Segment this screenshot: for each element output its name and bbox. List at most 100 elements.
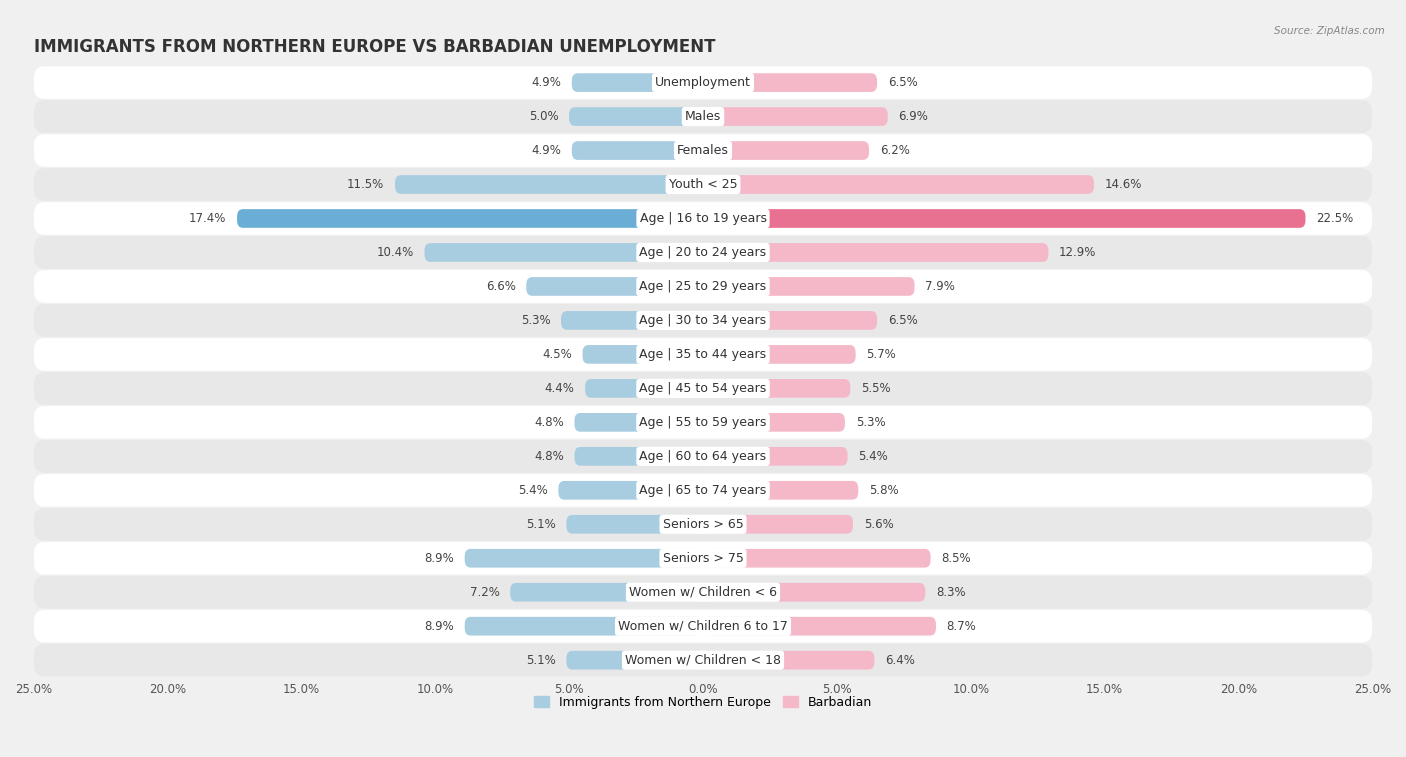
Text: 6.2%: 6.2% [880,144,910,157]
Text: 5.4%: 5.4% [858,450,889,463]
Text: Age | 65 to 74 years: Age | 65 to 74 years [640,484,766,497]
FancyBboxPatch shape [703,73,877,92]
FancyBboxPatch shape [34,100,1372,133]
FancyBboxPatch shape [238,209,703,228]
FancyBboxPatch shape [464,549,703,568]
FancyBboxPatch shape [34,576,1372,609]
Text: 8.9%: 8.9% [425,620,454,633]
FancyBboxPatch shape [582,345,703,364]
FancyBboxPatch shape [703,175,1094,194]
Text: Age | 55 to 59 years: Age | 55 to 59 years [640,416,766,429]
Text: 8.3%: 8.3% [936,586,966,599]
FancyBboxPatch shape [703,277,914,296]
Text: 17.4%: 17.4% [188,212,226,225]
Text: 4.8%: 4.8% [534,416,564,429]
FancyBboxPatch shape [572,142,703,160]
FancyBboxPatch shape [425,243,703,262]
Text: 8.9%: 8.9% [425,552,454,565]
FancyBboxPatch shape [703,583,925,602]
FancyBboxPatch shape [395,175,703,194]
Text: Women w/ Children < 18: Women w/ Children < 18 [626,654,780,667]
FancyBboxPatch shape [34,168,1372,201]
FancyBboxPatch shape [567,515,703,534]
FancyBboxPatch shape [510,583,703,602]
Text: 5.0%: 5.0% [529,110,558,123]
Text: 5.7%: 5.7% [866,348,896,361]
FancyBboxPatch shape [34,610,1372,643]
FancyBboxPatch shape [703,481,858,500]
Text: Age | 16 to 19 years: Age | 16 to 19 years [640,212,766,225]
FancyBboxPatch shape [34,440,1372,472]
Text: 14.6%: 14.6% [1105,178,1142,191]
Text: 12.9%: 12.9% [1059,246,1097,259]
Text: 4.8%: 4.8% [534,450,564,463]
Text: Unemployment: Unemployment [655,76,751,89]
FancyBboxPatch shape [34,67,1372,99]
Text: 5.3%: 5.3% [856,416,886,429]
FancyBboxPatch shape [34,508,1372,540]
Text: 4.5%: 4.5% [543,348,572,361]
Text: Age | 60 to 64 years: Age | 60 to 64 years [640,450,766,463]
FancyBboxPatch shape [703,209,1306,228]
Text: 5.8%: 5.8% [869,484,898,497]
FancyBboxPatch shape [703,345,856,364]
FancyBboxPatch shape [567,651,703,669]
FancyBboxPatch shape [34,236,1372,269]
Text: 5.4%: 5.4% [517,484,548,497]
Text: 6.4%: 6.4% [886,654,915,667]
Text: 6.5%: 6.5% [887,314,918,327]
FancyBboxPatch shape [34,202,1372,235]
FancyBboxPatch shape [703,142,869,160]
Text: Age | 30 to 34 years: Age | 30 to 34 years [640,314,766,327]
FancyBboxPatch shape [703,243,1049,262]
Text: 22.5%: 22.5% [1316,212,1354,225]
FancyBboxPatch shape [34,304,1372,337]
FancyBboxPatch shape [703,549,931,568]
Text: Women w/ Children 6 to 17: Women w/ Children 6 to 17 [619,620,787,633]
Text: Males: Males [685,110,721,123]
FancyBboxPatch shape [703,447,848,466]
Text: 5.1%: 5.1% [526,654,555,667]
FancyBboxPatch shape [34,406,1372,438]
Text: 6.9%: 6.9% [898,110,928,123]
FancyBboxPatch shape [34,644,1372,677]
FancyBboxPatch shape [34,134,1372,167]
Text: 6.5%: 6.5% [887,76,918,89]
FancyBboxPatch shape [575,413,703,431]
Text: 11.5%: 11.5% [347,178,384,191]
Text: Source: ZipAtlas.com: Source: ZipAtlas.com [1274,26,1385,36]
Text: Age | 20 to 24 years: Age | 20 to 24 years [640,246,766,259]
Text: Age | 45 to 54 years: Age | 45 to 54 years [640,382,766,395]
Text: 5.5%: 5.5% [860,382,890,395]
FancyBboxPatch shape [34,372,1372,405]
FancyBboxPatch shape [703,515,853,534]
FancyBboxPatch shape [569,107,703,126]
Text: Age | 35 to 44 years: Age | 35 to 44 years [640,348,766,361]
FancyBboxPatch shape [703,651,875,669]
Text: Seniors > 75: Seniors > 75 [662,552,744,565]
Text: 10.4%: 10.4% [377,246,413,259]
Text: 8.7%: 8.7% [946,620,976,633]
Text: Females: Females [678,144,728,157]
FancyBboxPatch shape [703,311,877,330]
Text: 6.6%: 6.6% [485,280,516,293]
FancyBboxPatch shape [575,447,703,466]
Text: 4.9%: 4.9% [531,144,561,157]
FancyBboxPatch shape [34,474,1372,506]
Text: 8.5%: 8.5% [942,552,972,565]
FancyBboxPatch shape [572,73,703,92]
FancyBboxPatch shape [703,107,887,126]
Text: 5.3%: 5.3% [520,314,550,327]
Text: 7.9%: 7.9% [925,280,955,293]
FancyBboxPatch shape [561,311,703,330]
FancyBboxPatch shape [34,270,1372,303]
Text: Age | 25 to 29 years: Age | 25 to 29 years [640,280,766,293]
Text: 5.1%: 5.1% [526,518,555,531]
Text: Youth < 25: Youth < 25 [669,178,737,191]
FancyBboxPatch shape [34,542,1372,575]
FancyBboxPatch shape [703,617,936,636]
Text: 4.9%: 4.9% [531,76,561,89]
Text: 5.6%: 5.6% [863,518,893,531]
FancyBboxPatch shape [703,379,851,397]
FancyBboxPatch shape [464,617,703,636]
